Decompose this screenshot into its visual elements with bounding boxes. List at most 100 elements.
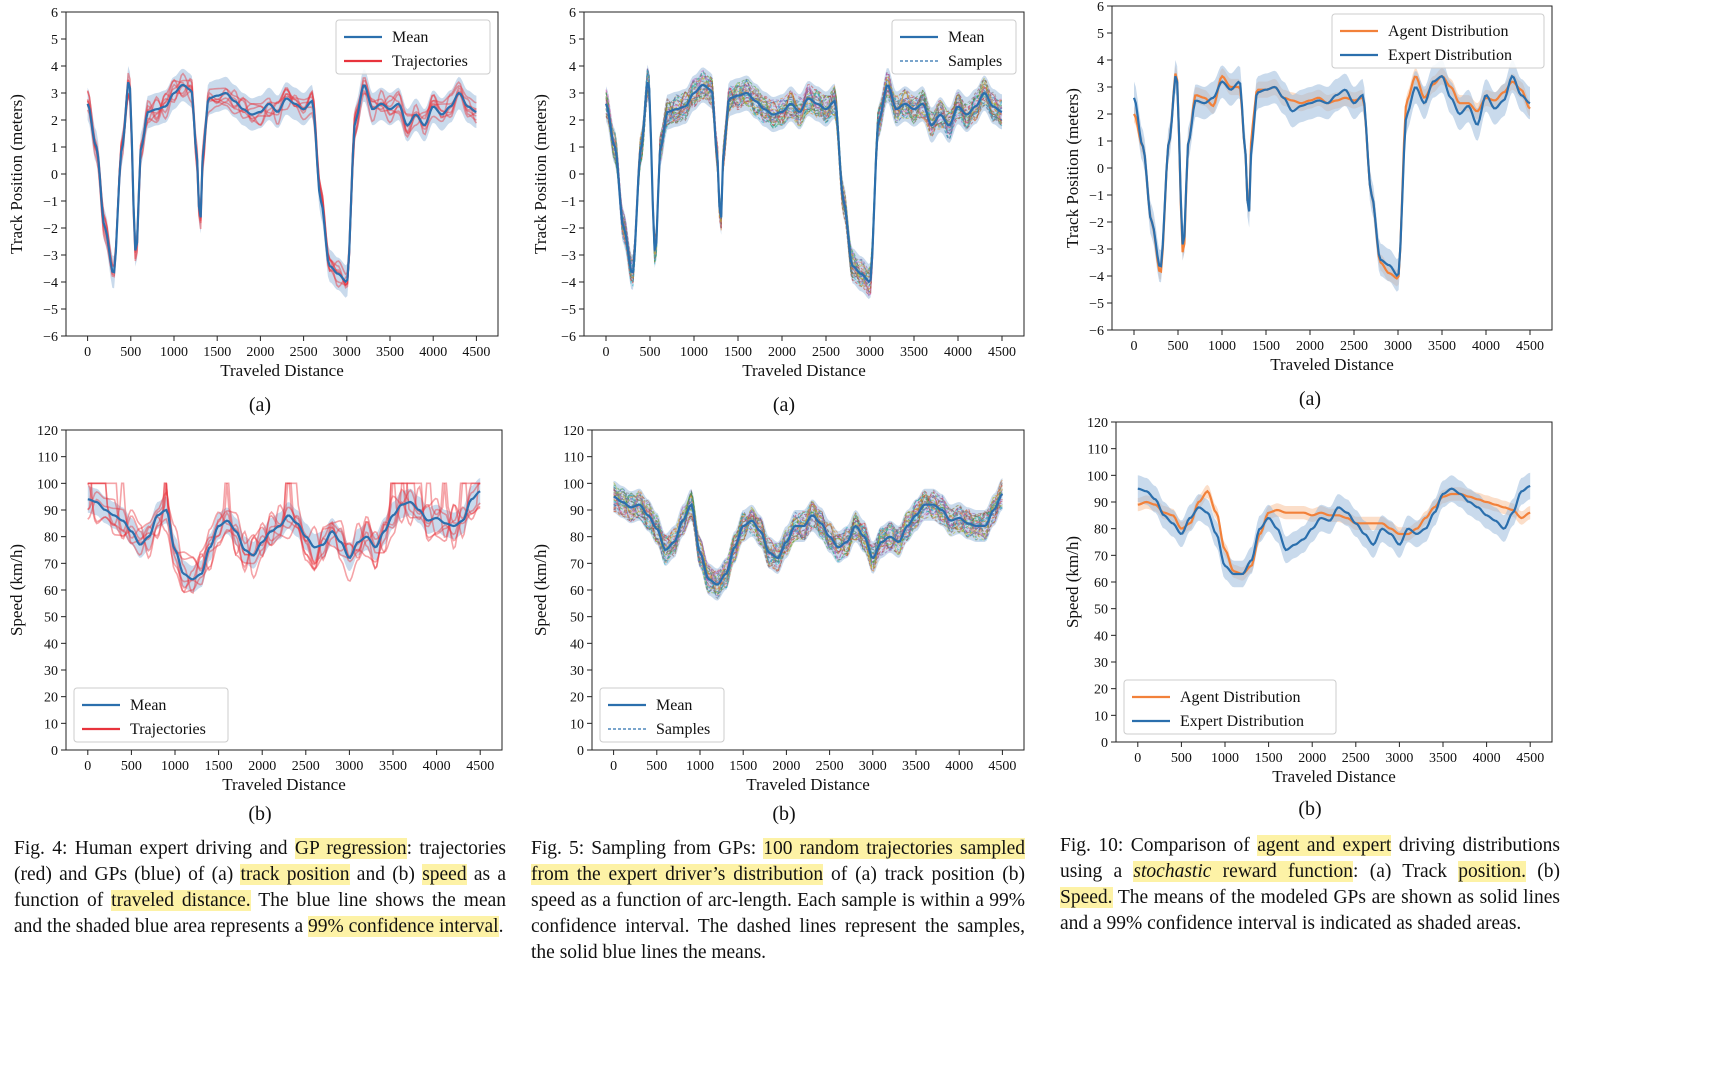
plot-area: [604, 64, 1003, 300]
trajectory-line: [86, 77, 478, 287]
x-tick-label: 500: [121, 759, 142, 774]
x-tick-label: 2500: [1340, 339, 1368, 354]
legend-label: Expert Distribution: [1388, 47, 1512, 64]
y-tick-label: 20: [44, 691, 58, 706]
caption-highlight: stochastic: [1133, 861, 1212, 882]
y-axis-label: Track Position (meters): [531, 94, 550, 254]
fig5-caption: Fig. 5: Sampling from GPs: 100 random tr…: [531, 836, 1025, 966]
caption-highlight: speed: [422, 864, 467, 885]
y-tick-label: 5: [51, 33, 58, 48]
trajectory-line: [86, 79, 477, 286]
x-tick-label: 500: [1171, 751, 1192, 766]
sample-line: [605, 72, 1003, 279]
confidence-band: [1134, 60, 1530, 292]
y-tick-label: 4: [569, 60, 576, 75]
sample-line: [613, 491, 1003, 585]
x-tick-label: 4500: [1516, 339, 1544, 354]
sample-line: [613, 484, 1003, 590]
y-tick-label: 70: [1094, 549, 1108, 564]
y-tick-label: 80: [570, 531, 584, 546]
y-tick-label: 90: [44, 504, 58, 519]
y-tick-label: −1: [561, 195, 576, 210]
caption-highlight: reward function: [1211, 861, 1354, 882]
y-tick-label: 6: [51, 6, 58, 21]
y-tick-label: 60: [44, 584, 58, 599]
y-tick-label: 6: [1097, 0, 1104, 15]
sample-line: [613, 491, 1003, 594]
sample-line: [613, 495, 1003, 599]
x-tick-label: 2000: [1298, 751, 1326, 766]
y-axis-label: Speed (km/h): [1063, 536, 1082, 628]
x-tick-label: 3000: [1384, 339, 1412, 354]
y-tick-label: 90: [570, 504, 584, 519]
y-tick-label: 40: [44, 637, 58, 652]
x-axis-label: Traveled Distance: [1272, 767, 1396, 786]
y-tick-label: 0: [1097, 162, 1104, 177]
y-tick-label: −4: [43, 276, 58, 291]
fig5a-panel: 0 500 1000 1500 2000 2500 3000 3500 4000 4500 −6 −5…: [524, 0, 1044, 390]
y-tick-label: 100: [37, 477, 58, 492]
x-tick-label: 2500: [292, 759, 320, 774]
y-tick-label: −2: [43, 222, 58, 237]
y-tick-label: 0: [1101, 736, 1108, 751]
y-tick-label: −1: [1089, 189, 1104, 204]
x-axis-label: Traveled Distance: [1270, 355, 1394, 374]
series-line-mean: [604, 81, 1003, 284]
fig5b-chart: 0 500 1000 1500 2000 2500 3000 3500 4000 4500 0 10 2…: [531, 424, 1025, 794]
y-tick-label: 30: [44, 664, 58, 679]
sample-line: [605, 78, 1003, 283]
caption-highlight: agent and expert: [1257, 835, 1392, 856]
x-tick-label: 1500: [724, 345, 752, 360]
x-tick-label: 2500: [290, 345, 318, 360]
legend-label: Agent Distribution: [1388, 23, 1508, 40]
x-axis-label: Traveled Distance: [220, 361, 344, 380]
y-tick-label: 3: [569, 87, 576, 102]
legend-label: Samples: [948, 53, 1002, 70]
sample-line: [605, 79, 1003, 291]
caption-text: The blue line shows the mean and the sha…: [14, 890, 506, 937]
x-tick-label: 3000: [1385, 751, 1413, 766]
x-tick-label: 2500: [812, 345, 840, 360]
confidence-band: [613, 478, 1003, 601]
x-tick-label: 2000: [248, 759, 276, 774]
x-tick-label: 1500: [729, 759, 757, 774]
fig10-caption: Fig. 10: Comparison of agent and expert …: [1060, 833, 1560, 937]
y-tick-label: 90: [1094, 496, 1108, 511]
x-tick-label: 1000: [686, 759, 714, 774]
legend-label: Agent Distribution: [1180, 689, 1300, 706]
fig10a-sublabel: (a): [1298, 388, 1322, 410]
x-tick-label: 3500: [379, 759, 407, 774]
y-axis-label: Speed (km/h): [7, 544, 26, 636]
fig5a-sublabel: (a): [772, 394, 796, 416]
x-tick-label: 1000: [160, 345, 188, 360]
sample-line: [605, 83, 1003, 296]
x-tick-label: 1000: [1208, 339, 1236, 354]
series-line-mean: [613, 493, 1004, 586]
series-line-mean: [87, 490, 481, 581]
caption-text: of (a) track position (b) speed as a fun…: [531, 864, 1025, 963]
y-tick-label: 6: [569, 6, 576, 21]
x-tick-label: 2500: [816, 759, 844, 774]
y-tick-label: 1: [569, 141, 576, 156]
series-line-mean: [86, 81, 477, 284]
caption-text: and (b): [349, 864, 423, 885]
y-tick-label: −5: [561, 303, 576, 318]
trajectory-line: [87, 482, 481, 570]
y-tick-label: 0: [51, 744, 58, 759]
x-tick-label: 3500: [376, 345, 404, 360]
fig10b-chart: 0 500 1000 1500 2000 2500 3000 3500 4000 4500 0 10 2…: [1063, 416, 1553, 786]
y-tick-label: 40: [570, 637, 584, 652]
y-tick-label: 50: [44, 611, 58, 626]
y-tick-label: 80: [44, 531, 58, 546]
x-tick-label: 0: [1131, 339, 1138, 354]
y-tick-label: 3: [1097, 81, 1104, 96]
y-tick-label: 0: [51, 168, 58, 183]
x-tick-label: 4000: [419, 345, 447, 360]
legend-label: Expert Distribution: [1180, 713, 1304, 730]
legend-label: Mean: [392, 29, 428, 46]
series-line-agent-distribution: [1133, 73, 1531, 280]
confidence-band: [1137, 472, 1531, 588]
caption-highlight: 99% confidence interval: [308, 916, 499, 937]
plot-area: [86, 66, 478, 298]
x-tick-label: 1500: [1255, 751, 1283, 766]
